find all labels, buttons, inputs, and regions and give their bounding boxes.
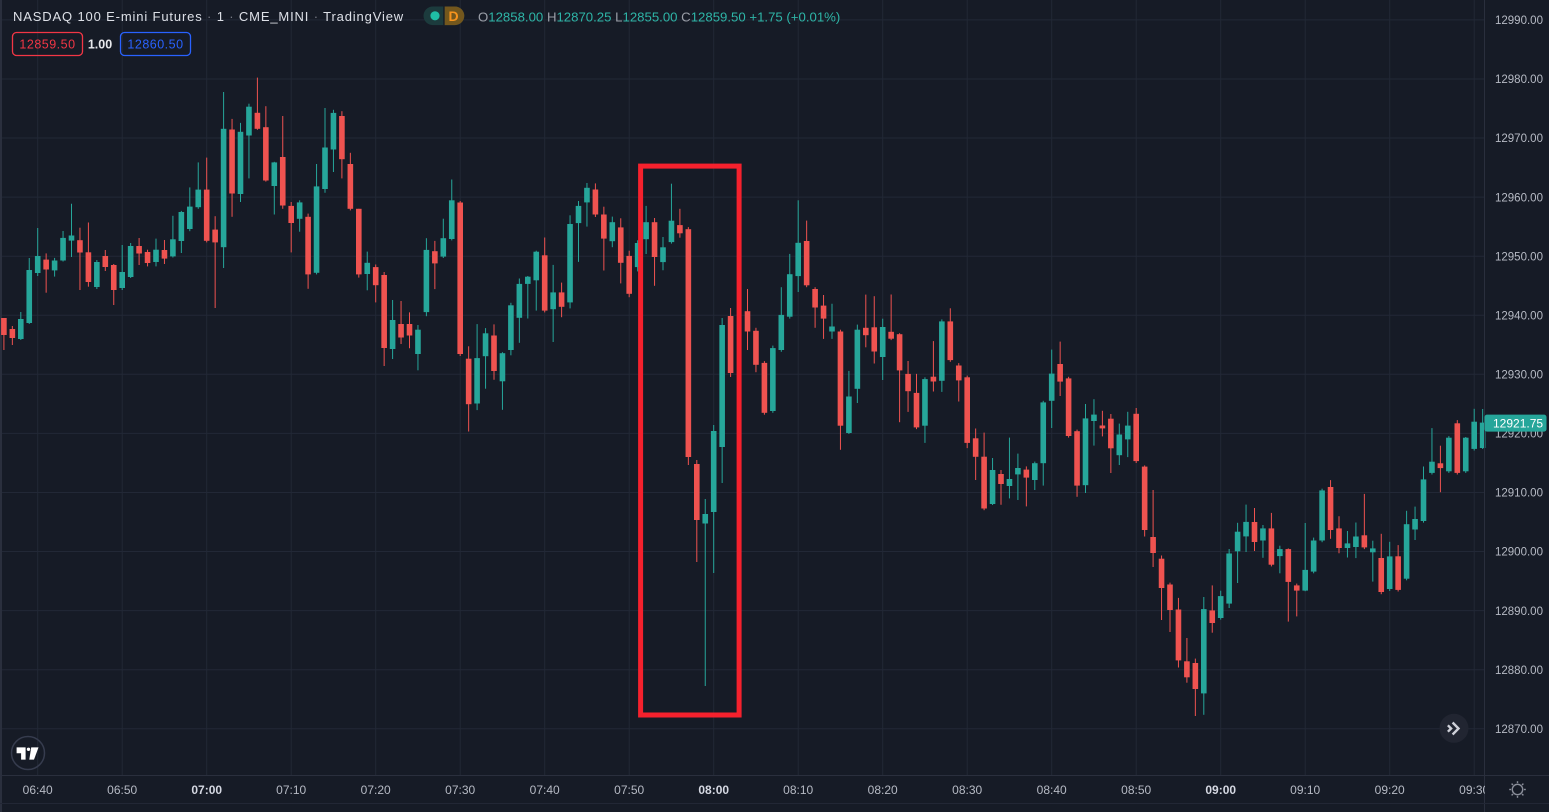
svg-text:08:10: 08:10 — [783, 783, 813, 797]
svg-text:07:30: 07:30 — [445, 783, 475, 797]
svg-text:08:30: 08:30 — [952, 783, 982, 797]
svg-text:07:10: 07:10 — [276, 783, 306, 797]
svg-text:09:30: 09:30 — [1459, 783, 1489, 797]
svg-text:08:40: 08:40 — [1037, 783, 1067, 797]
svg-text:12880.00: 12880.00 — [1495, 665, 1543, 677]
svg-text:NASDAQ 100 E-mini Futures · 1: NASDAQ 100 E-mini Futures · 1 · CME_MINI… — [13, 9, 404, 24]
svg-text:12990.00: 12990.00 — [1495, 15, 1543, 27]
svg-text:O12858.00 H12870.25 L12855.00: O12858.00 H12870.25 L12855.00 C12859.50 … — [478, 10, 840, 25]
svg-text:08:20: 08:20 — [868, 783, 898, 797]
svg-text:12860.50: 12860.50 — [127, 38, 183, 52]
svg-text:09:20: 09:20 — [1375, 783, 1405, 797]
svg-text:12980.00: 12980.00 — [1495, 74, 1543, 86]
svg-text:06:50: 06:50 — [107, 783, 137, 797]
svg-text:09:00: 09:00 — [1205, 783, 1236, 797]
svg-text:08:50: 08:50 — [1121, 783, 1151, 797]
svg-text:12921.75: 12921.75 — [1493, 416, 1543, 430]
svg-text:12950.00: 12950.00 — [1495, 251, 1543, 263]
svg-text:12960.00: 12960.00 — [1495, 192, 1543, 204]
svg-text:12870.00: 12870.00 — [1495, 724, 1543, 736]
svg-text:07:50: 07:50 — [614, 783, 644, 797]
svg-text:09:10: 09:10 — [1290, 783, 1320, 797]
svg-text:07:40: 07:40 — [530, 783, 560, 797]
svg-text:12930.00: 12930.00 — [1495, 370, 1543, 382]
svg-text:1.00: 1.00 — [88, 38, 112, 52]
svg-text:12859.50: 12859.50 — [19, 38, 75, 52]
svg-text:D: D — [449, 8, 459, 24]
svg-text:06:40: 06:40 — [23, 783, 53, 797]
svg-text:07:20: 07:20 — [361, 783, 391, 797]
svg-text:12900.00: 12900.00 — [1495, 547, 1543, 559]
svg-text:12970.00: 12970.00 — [1495, 133, 1543, 145]
svg-text:07:00: 07:00 — [191, 783, 222, 797]
svg-text:12890.00: 12890.00 — [1495, 606, 1543, 618]
svg-text:12940.00: 12940.00 — [1495, 310, 1543, 322]
svg-text:08:00: 08:00 — [698, 783, 729, 797]
svg-text:12910.00: 12910.00 — [1495, 488, 1543, 500]
